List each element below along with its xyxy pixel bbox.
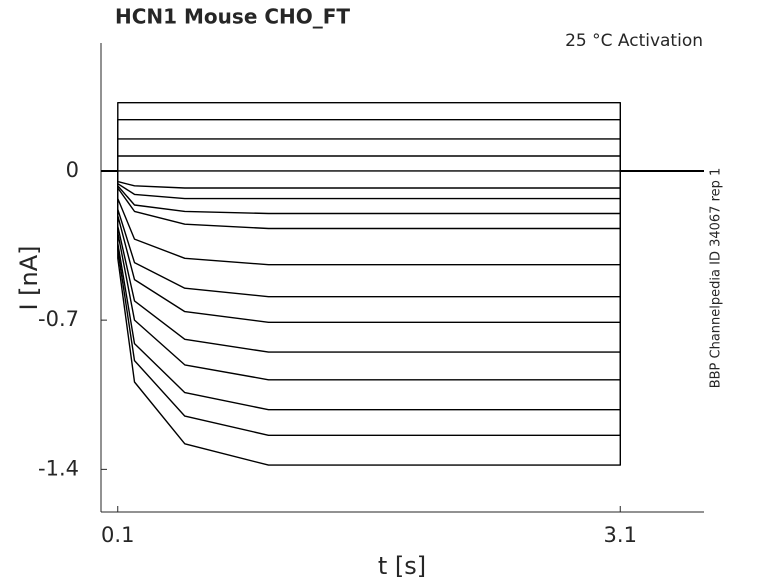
trace [101, 118, 704, 172]
y-tick-label: -0.7 [38, 307, 79, 331]
trace [101, 170, 704, 298]
y-axis-label: I [nA] [15, 245, 43, 310]
trace [101, 138, 704, 172]
x-tick-label: 3.1 [604, 523, 637, 547]
x-axis-label: t [s] [378, 552, 426, 580]
chart-title: HCN1 Mouse CHO_FT [115, 5, 350, 29]
side-note: BBP Channelpedia ID 34067 rep 1 [709, 168, 724, 389]
y-tick-label: -1.4 [38, 456, 79, 480]
trace [101, 155, 704, 172]
trace [101, 170, 704, 266]
trace [101, 170, 704, 189]
trace [101, 170, 704, 436]
trace [101, 170, 704, 215]
x-tick-label: 0.1 [101, 523, 134, 547]
trace [101, 170, 704, 230]
trace [101, 170, 704, 381]
annotation: 25 °C Activation [565, 31, 703, 51]
trace [101, 170, 704, 411]
y-tick-label: 0 [66, 158, 79, 182]
trace [101, 170, 704, 200]
trace [101, 170, 704, 323]
trace [101, 170, 704, 466]
trace [101, 101, 704, 172]
